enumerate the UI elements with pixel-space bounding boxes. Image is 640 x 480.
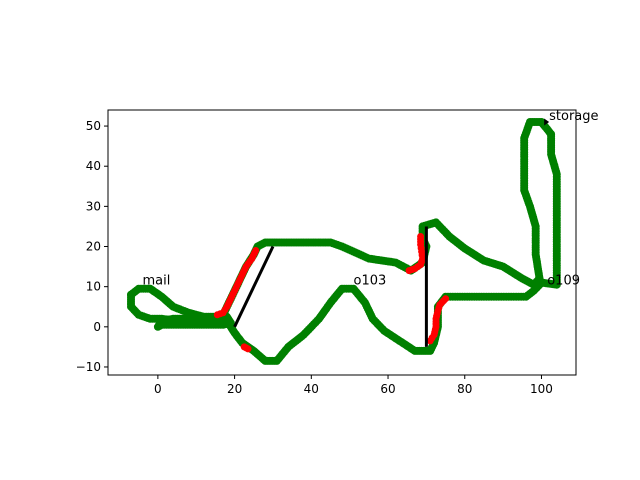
y-tick-label: 50 — [86, 119, 101, 133]
x-tick-label: 80 — [457, 382, 472, 396]
x-tick-label: 0 — [154, 382, 162, 396]
annotations-layer: mail o103 o109 storage — [143, 109, 599, 289]
highlight-point — [244, 345, 252, 353]
segments-layer — [233, 118, 550, 347]
x-tick-label: 60 — [380, 382, 395, 396]
y-tick-label: 20 — [86, 240, 101, 254]
axes-layer: 0 20 40 60 80 100 −10 0 10 20 30 40 50 — [76, 109, 577, 396]
x-tick-label: 40 — [304, 382, 319, 396]
y-tick-label: 40 — [86, 159, 101, 173]
y-tick-label: −10 — [76, 360, 101, 374]
path-point — [127, 290, 135, 299]
annotation-mail: mail — [143, 274, 171, 289]
storage-arrow-marker — [544, 118, 550, 126]
y-tick-label: 0 — [93, 320, 101, 334]
connector-segment — [233, 245, 275, 328]
highlight-point — [417, 233, 425, 240]
annotation-storage: storage — [549, 109, 598, 124]
annotation-o103: o103 — [354, 274, 387, 289]
points-layer — [127, 118, 561, 365]
highlight-point — [442, 295, 450, 303]
x-tick-label: 20 — [227, 382, 242, 396]
y-tick-label: 10 — [86, 280, 101, 294]
x-tick-label: 100 — [530, 382, 553, 396]
annotation-o109: o109 — [547, 274, 580, 289]
y-tick-label: 30 — [86, 199, 101, 213]
highlight-point — [252, 247, 260, 254]
plot-frame — [107, 109, 577, 376]
